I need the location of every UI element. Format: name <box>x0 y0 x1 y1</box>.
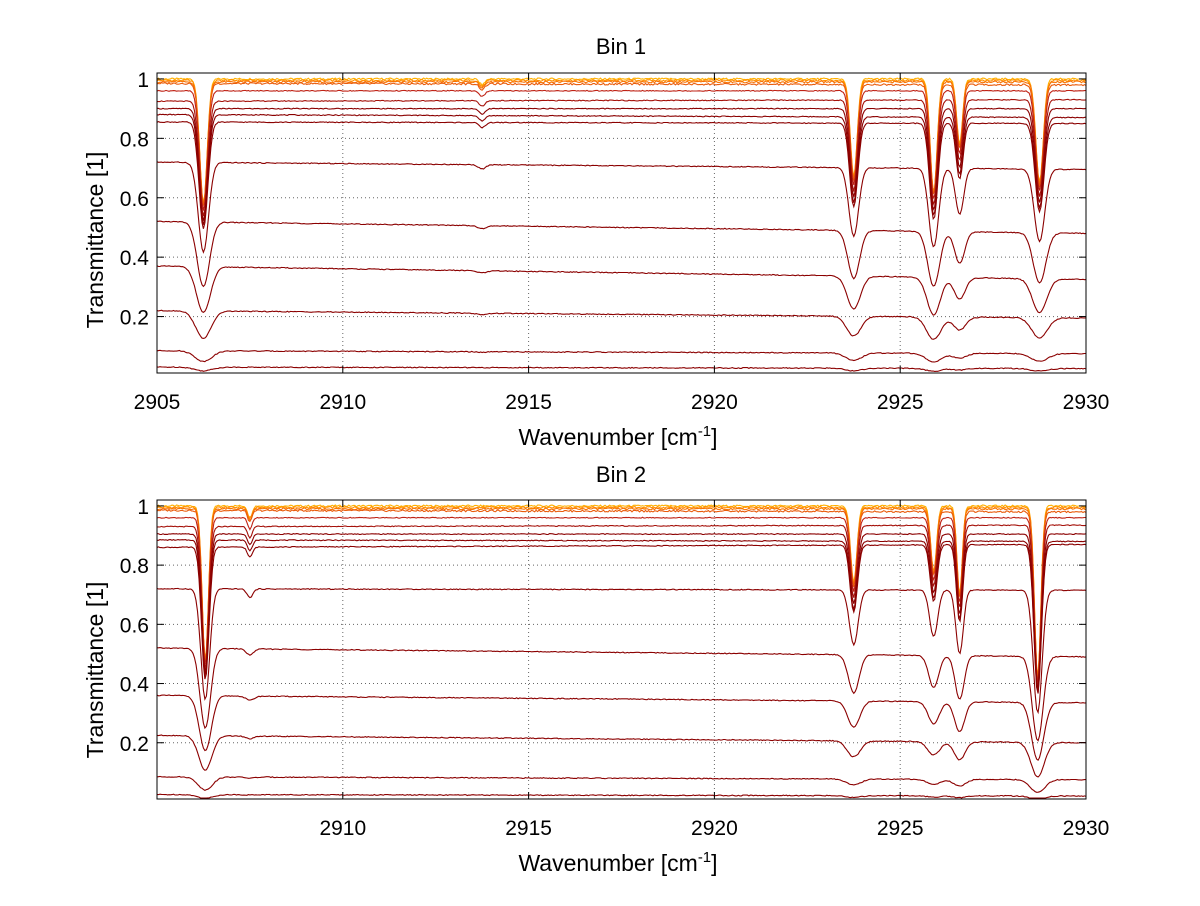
series-line <box>156 107 1087 221</box>
x-tick-label: 2920 <box>691 817 738 840</box>
series-line <box>157 220 1087 288</box>
plot-bin-1: 2905 2910 2915 2920 2925 2930 0.2 0.4 0.6 0.8 1 Bi… <box>82 34 1109 450</box>
x-tick-label: 2905 <box>134 391 181 414</box>
series-line <box>156 734 1087 778</box>
x-tick-label: 2915 <box>505 817 552 840</box>
x-tick-label: 2920 <box>691 391 738 414</box>
series-line <box>156 349 1086 363</box>
series-line <box>157 647 1087 742</box>
series-line <box>156 543 1087 694</box>
series-line <box>156 265 1087 316</box>
y-tick-label: 0.8 <box>120 128 149 151</box>
y-tick-label: 0.6 <box>120 188 149 211</box>
series-line <box>156 309 1087 340</box>
x-tick-label: 2910 <box>319 391 366 414</box>
series-line <box>156 121 1087 229</box>
y-tick-label: 0.4 <box>120 674 150 697</box>
y-tick-label: 1 <box>137 69 149 92</box>
series-line <box>157 366 1087 372</box>
x-tick-label: 2915 <box>505 391 552 414</box>
y-tick-label: 0.8 <box>120 555 149 578</box>
x-tick-label: 2910 <box>319 817 366 840</box>
x-tick-label: 2925 <box>877 817 924 840</box>
x-tick-label: 2930 <box>1063 391 1110 414</box>
series-line <box>156 587 1087 715</box>
series-line <box>156 533 1087 689</box>
y-tick-label: 0.2 <box>120 733 149 756</box>
chart-title: Bin 2 <box>596 462 646 487</box>
x-tick-label: 2925 <box>877 391 924 414</box>
y-axis-label: Transmittance [1] <box>82 582 108 759</box>
x-tick-label: 2930 <box>1063 817 1110 840</box>
y-tick-label: 0.2 <box>120 307 149 330</box>
series-line <box>156 161 1087 254</box>
y-tick-label: 0.6 <box>120 614 149 637</box>
series-line <box>157 793 1087 799</box>
series-line <box>156 694 1087 762</box>
x-axis-label: Wavenumber [cm-1] <box>518 423 717 450</box>
y-tick-label: 0.4 <box>120 247 150 270</box>
series-line <box>156 775 1086 793</box>
y-axis-label: Transmittance [1] <box>82 152 108 329</box>
chart-title: Bin 1 <box>596 34 646 59</box>
x-axis-label: Wavenumber [cm-1] <box>518 849 717 876</box>
y-tick-label: 1 <box>137 496 149 519</box>
series-line <box>156 524 1087 685</box>
series-line <box>156 516 1086 683</box>
